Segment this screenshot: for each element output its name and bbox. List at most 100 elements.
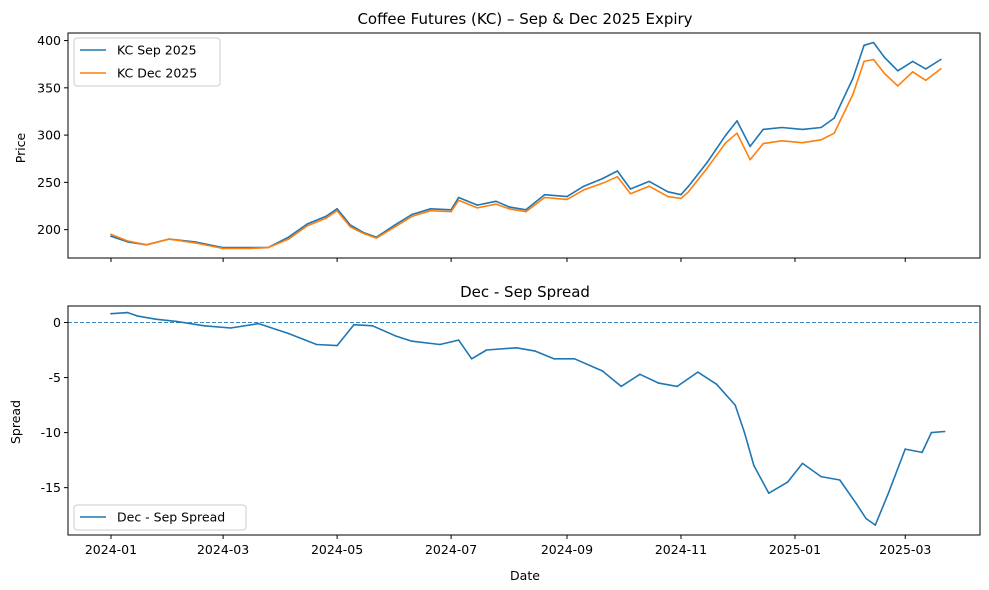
data-point-dec-sep-spread bbox=[336, 344, 338, 347]
data-point-kc-sep-2025 bbox=[781, 126, 783, 129]
data-point-dec-sep-spread bbox=[203, 325, 206, 327]
x-tick-label: 2024-05 bbox=[311, 542, 363, 557]
data-point-kc-dec-2025 bbox=[925, 79, 927, 82]
data-point-kc-sep-2025 bbox=[601, 177, 604, 180]
data-point-kc-sep-2025 bbox=[429, 208, 432, 210]
data-point-kc-sep-2025 bbox=[883, 56, 886, 59]
data-point-kc-dec-2025 bbox=[801, 141, 804, 144]
data-point-kc-sep-2025 bbox=[736, 120, 738, 122]
data-point-kc-dec-2025 bbox=[667, 195, 669, 198]
x-tick-label: 2024-09 bbox=[541, 542, 593, 557]
data-point-dec-sep-spread bbox=[865, 517, 867, 520]
data-point-kc-sep-2025 bbox=[925, 68, 927, 70]
data-point-kc-dec-2025 bbox=[820, 139, 822, 141]
data-point-kc-sep-2025 bbox=[287, 236, 290, 238]
data-point-dec-sep-spread bbox=[136, 315, 138, 317]
data-point-kc-sep-2025 bbox=[833, 117, 835, 119]
data-point-dec-sep-spread bbox=[657, 382, 660, 384]
data-point-dec-sep-spread bbox=[470, 358, 473, 360]
price-chart-title: Coffee Futures (KC) – Sep & Dec 2025 Exp… bbox=[357, 10, 692, 28]
data-point-kc-dec-2025 bbox=[687, 191, 690, 193]
data-point-kc-sep-2025 bbox=[680, 193, 682, 196]
data-point-kc-sep-2025 bbox=[940, 58, 942, 61]
data-point-kc-dec-2025 bbox=[145, 244, 148, 246]
data-point-kc-dec-2025 bbox=[476, 207, 479, 209]
data-point-kc-dec-2025 bbox=[833, 132, 835, 134]
data-point-kc-sep-2025 bbox=[394, 224, 396, 226]
data-point-dec-sep-spread bbox=[411, 340, 413, 343]
data-point-kc-dec-2025 bbox=[429, 209, 432, 212]
y-tick-label: 300 bbox=[37, 128, 61, 143]
price-legend-box bbox=[73, 37, 221, 87]
data-point-kc-dec-2025 bbox=[863, 60, 865, 63]
price-legend: KC Sep 2025 KC Dec 2025 bbox=[73, 37, 221, 87]
data-point-dec-sep-spread bbox=[175, 320, 178, 323]
data-point-dec-sep-spread bbox=[801, 462, 804, 465]
data-point-kc-dec-2025 bbox=[306, 225, 309, 227]
data-point-dec-sep-spread bbox=[127, 311, 129, 314]
data-point-dec-sep-spread bbox=[353, 323, 355, 326]
data-point-kc-dec-2025 bbox=[394, 226, 396, 228]
data-point-kc-dec-2025 bbox=[127, 240, 129, 242]
data-point-kc-sep-2025 bbox=[543, 193, 546, 196]
data-point-dec-sep-spread bbox=[287, 332, 290, 335]
data-point-dec-sep-spread bbox=[839, 479, 841, 481]
data-point-kc-sep-2025 bbox=[820, 126, 822, 129]
data-point-kc-dec-2025 bbox=[411, 215, 413, 218]
data-point-kc-dec-2025 bbox=[222, 247, 224, 250]
spread-legend: Dec - Sep Spread bbox=[73, 504, 247, 531]
data-point-dec-sep-spread bbox=[394, 334, 396, 337]
data-point-dec-sep-spread bbox=[921, 451, 923, 454]
data-point-kc-sep-2025 bbox=[897, 70, 899, 72]
data-point-kc-dec-2025 bbox=[897, 85, 899, 87]
data-point-kc-sep-2025 bbox=[325, 215, 327, 218]
data-point-dec-sep-spread bbox=[457, 339, 460, 341]
data-point-kc-sep-2025 bbox=[566, 195, 568, 198]
data-point-kc-dec-2025 bbox=[495, 203, 497, 205]
data-point-dec-sep-spread bbox=[620, 385, 622, 388]
data-point-kc-dec-2025 bbox=[566, 198, 568, 201]
data-point-dec-sep-spread bbox=[553, 358, 555, 360]
data-point-kc-dec-2025 bbox=[648, 185, 650, 187]
data-point-kc-sep-2025 bbox=[852, 77, 854, 80]
data-point-dec-sep-spread bbox=[573, 358, 576, 360]
y-tick-label: 400 bbox=[37, 33, 61, 48]
data-point-kc-dec-2025 bbox=[362, 232, 365, 235]
legend-label-sep: KC Sep 2025 bbox=[117, 43, 197, 58]
data-point-kc-sep-2025 bbox=[336, 208, 338, 210]
data-point-kc-dec-2025 bbox=[883, 72, 886, 75]
data-point-kc-sep-2025 bbox=[762, 128, 764, 131]
data-point-dec-sep-spread bbox=[315, 343, 318, 346]
data-point-kc-sep-2025 bbox=[749, 145, 751, 148]
y-tick-label: -15 bbox=[41, 480, 61, 495]
data-point-dec-sep-spread bbox=[229, 327, 232, 329]
data-point-kc-sep-2025 bbox=[863, 44, 865, 47]
data-point-kc-dec-2025 bbox=[508, 208, 510, 210]
data-point-dec-sep-spread bbox=[904, 448, 906, 450]
data-point-kc-sep-2025 bbox=[495, 200, 497, 203]
data-point-kc-dec-2025 bbox=[349, 226, 352, 228]
y-tick-label: 250 bbox=[37, 175, 61, 190]
data-point-dec-sep-spread bbox=[257, 322, 260, 325]
data-point-dec-sep-spread bbox=[943, 430, 946, 433]
data-point-kc-sep-2025 bbox=[457, 196, 460, 199]
data-point-dec-sep-spread bbox=[930, 431, 933, 434]
data-point-kc-sep-2025 bbox=[616, 170, 619, 172]
data-point-kc-dec-2025 bbox=[781, 140, 783, 142]
data-point-dec-sep-spread bbox=[855, 503, 858, 506]
data-point-dec-sep-spread bbox=[676, 385, 678, 388]
data-point-dec-sep-spread bbox=[697, 371, 699, 373]
x-tick-label: 2025-01 bbox=[769, 542, 821, 557]
x-tick-label: 2025-03 bbox=[879, 542, 931, 557]
data-point-kc-dec-2025 bbox=[287, 238, 290, 240]
data-point-kc-sep-2025 bbox=[911, 60, 914, 63]
data-point-kc-dec-2025 bbox=[194, 242, 196, 244]
data-point-kc-dec-2025 bbox=[706, 167, 708, 169]
price-plot-frame bbox=[67, 32, 981, 259]
data-point-dec-sep-spread bbox=[515, 347, 518, 349]
data-point-dec-sep-spread bbox=[639, 373, 641, 376]
data-point-kc-dec-2025 bbox=[616, 175, 619, 178]
data-point-kc-sep-2025 bbox=[706, 161, 708, 164]
spread-plot-frame bbox=[67, 305, 981, 536]
